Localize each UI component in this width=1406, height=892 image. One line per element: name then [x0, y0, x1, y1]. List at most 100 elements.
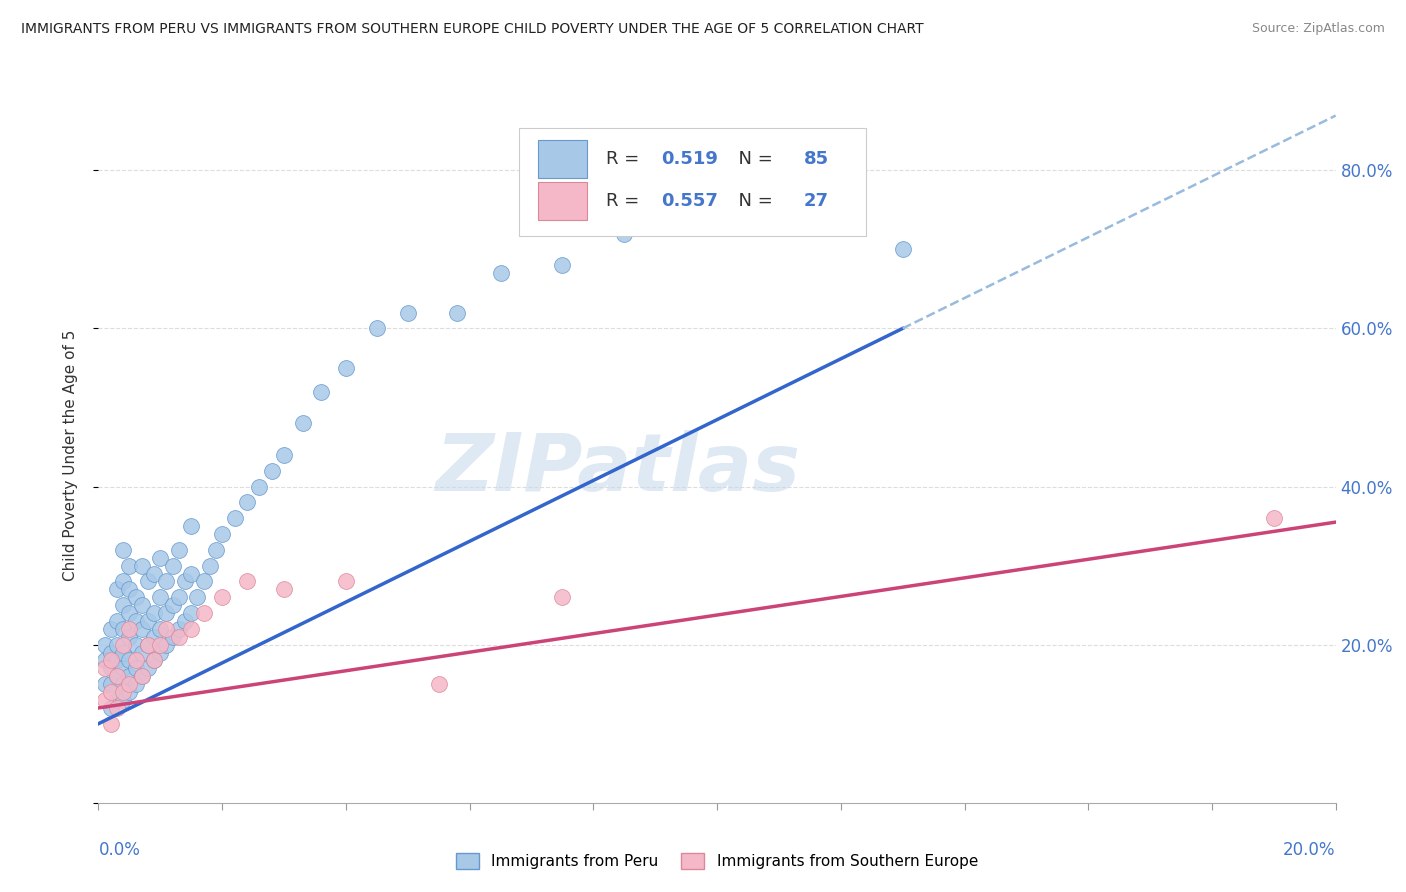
Point — [149, 622, 172, 636]
Point — [100, 646, 122, 660]
Text: 85: 85 — [804, 150, 828, 169]
Text: ZIPatlas: ZIPatlas — [436, 430, 800, 508]
Point — [100, 653, 122, 667]
Point — [118, 653, 141, 667]
Point — [124, 638, 146, 652]
Point — [131, 622, 153, 636]
Point — [273, 582, 295, 597]
Point — [136, 638, 159, 652]
Point — [105, 693, 128, 707]
Point — [193, 606, 215, 620]
FancyBboxPatch shape — [537, 140, 588, 178]
Text: N =: N = — [727, 150, 779, 169]
Point — [93, 661, 115, 675]
Point — [136, 661, 159, 675]
Point — [291, 417, 314, 431]
Point — [180, 622, 202, 636]
Point — [174, 614, 197, 628]
Point — [309, 384, 332, 399]
Point — [118, 622, 141, 636]
Point — [167, 622, 190, 636]
Text: 0.519: 0.519 — [661, 150, 718, 169]
Point — [112, 661, 135, 675]
Point — [124, 591, 146, 605]
Point — [93, 693, 115, 707]
Point — [143, 630, 166, 644]
Point — [180, 606, 202, 620]
Point — [124, 661, 146, 675]
Point — [198, 558, 221, 573]
Point — [396, 305, 419, 319]
Point — [155, 606, 177, 620]
Point — [100, 701, 122, 715]
Point — [118, 669, 141, 683]
Point — [446, 305, 468, 319]
Point — [143, 566, 166, 581]
Point — [112, 677, 135, 691]
Point — [118, 606, 141, 620]
Point — [131, 558, 153, 573]
Point — [112, 638, 135, 652]
Point — [105, 614, 128, 628]
Point — [100, 661, 122, 675]
Point — [427, 677, 450, 691]
Point — [143, 653, 166, 667]
Point — [118, 558, 141, 573]
Text: 0.0%: 0.0% — [98, 841, 141, 859]
Point — [124, 677, 146, 691]
Point — [211, 591, 233, 605]
Point — [155, 638, 177, 652]
Point — [100, 622, 122, 636]
Text: Source: ZipAtlas.com: Source: ZipAtlas.com — [1251, 22, 1385, 36]
Point — [143, 653, 166, 667]
Point — [149, 638, 172, 652]
Point — [1263, 511, 1285, 525]
Point — [260, 464, 283, 478]
Point — [131, 669, 153, 683]
Point — [155, 574, 177, 589]
Point — [167, 542, 190, 557]
Point — [118, 685, 141, 699]
Point — [247, 479, 270, 493]
Point — [551, 258, 574, 272]
Text: N =: N = — [727, 192, 779, 210]
Point — [100, 677, 122, 691]
Point — [149, 591, 172, 605]
Point — [105, 582, 128, 597]
Point — [273, 448, 295, 462]
Point — [489, 266, 512, 280]
Point — [211, 527, 233, 541]
Point — [167, 591, 190, 605]
Point — [174, 574, 197, 589]
Point — [335, 360, 357, 375]
Point — [162, 630, 184, 644]
Point — [93, 677, 115, 691]
Point — [118, 582, 141, 597]
Point — [193, 574, 215, 589]
Point — [93, 638, 115, 652]
Point — [118, 677, 141, 691]
Point — [335, 574, 357, 589]
Point — [155, 622, 177, 636]
Point — [105, 701, 128, 715]
Point — [186, 591, 208, 605]
Point — [180, 519, 202, 533]
Point — [205, 542, 228, 557]
Text: 0.557: 0.557 — [661, 192, 718, 210]
Point — [162, 598, 184, 612]
Point — [112, 542, 135, 557]
Point — [891, 243, 914, 257]
Point — [105, 653, 128, 667]
Point — [131, 598, 153, 612]
Point — [149, 550, 172, 565]
Point — [551, 591, 574, 605]
Point — [143, 606, 166, 620]
Point — [124, 653, 146, 667]
Text: 20.0%: 20.0% — [1284, 841, 1336, 859]
Point — [167, 630, 190, 644]
Point — [149, 646, 172, 660]
Point — [100, 716, 122, 731]
Y-axis label: Child Poverty Under the Age of 5: Child Poverty Under the Age of 5 — [63, 329, 77, 581]
Point — [224, 511, 246, 525]
Point — [136, 574, 159, 589]
